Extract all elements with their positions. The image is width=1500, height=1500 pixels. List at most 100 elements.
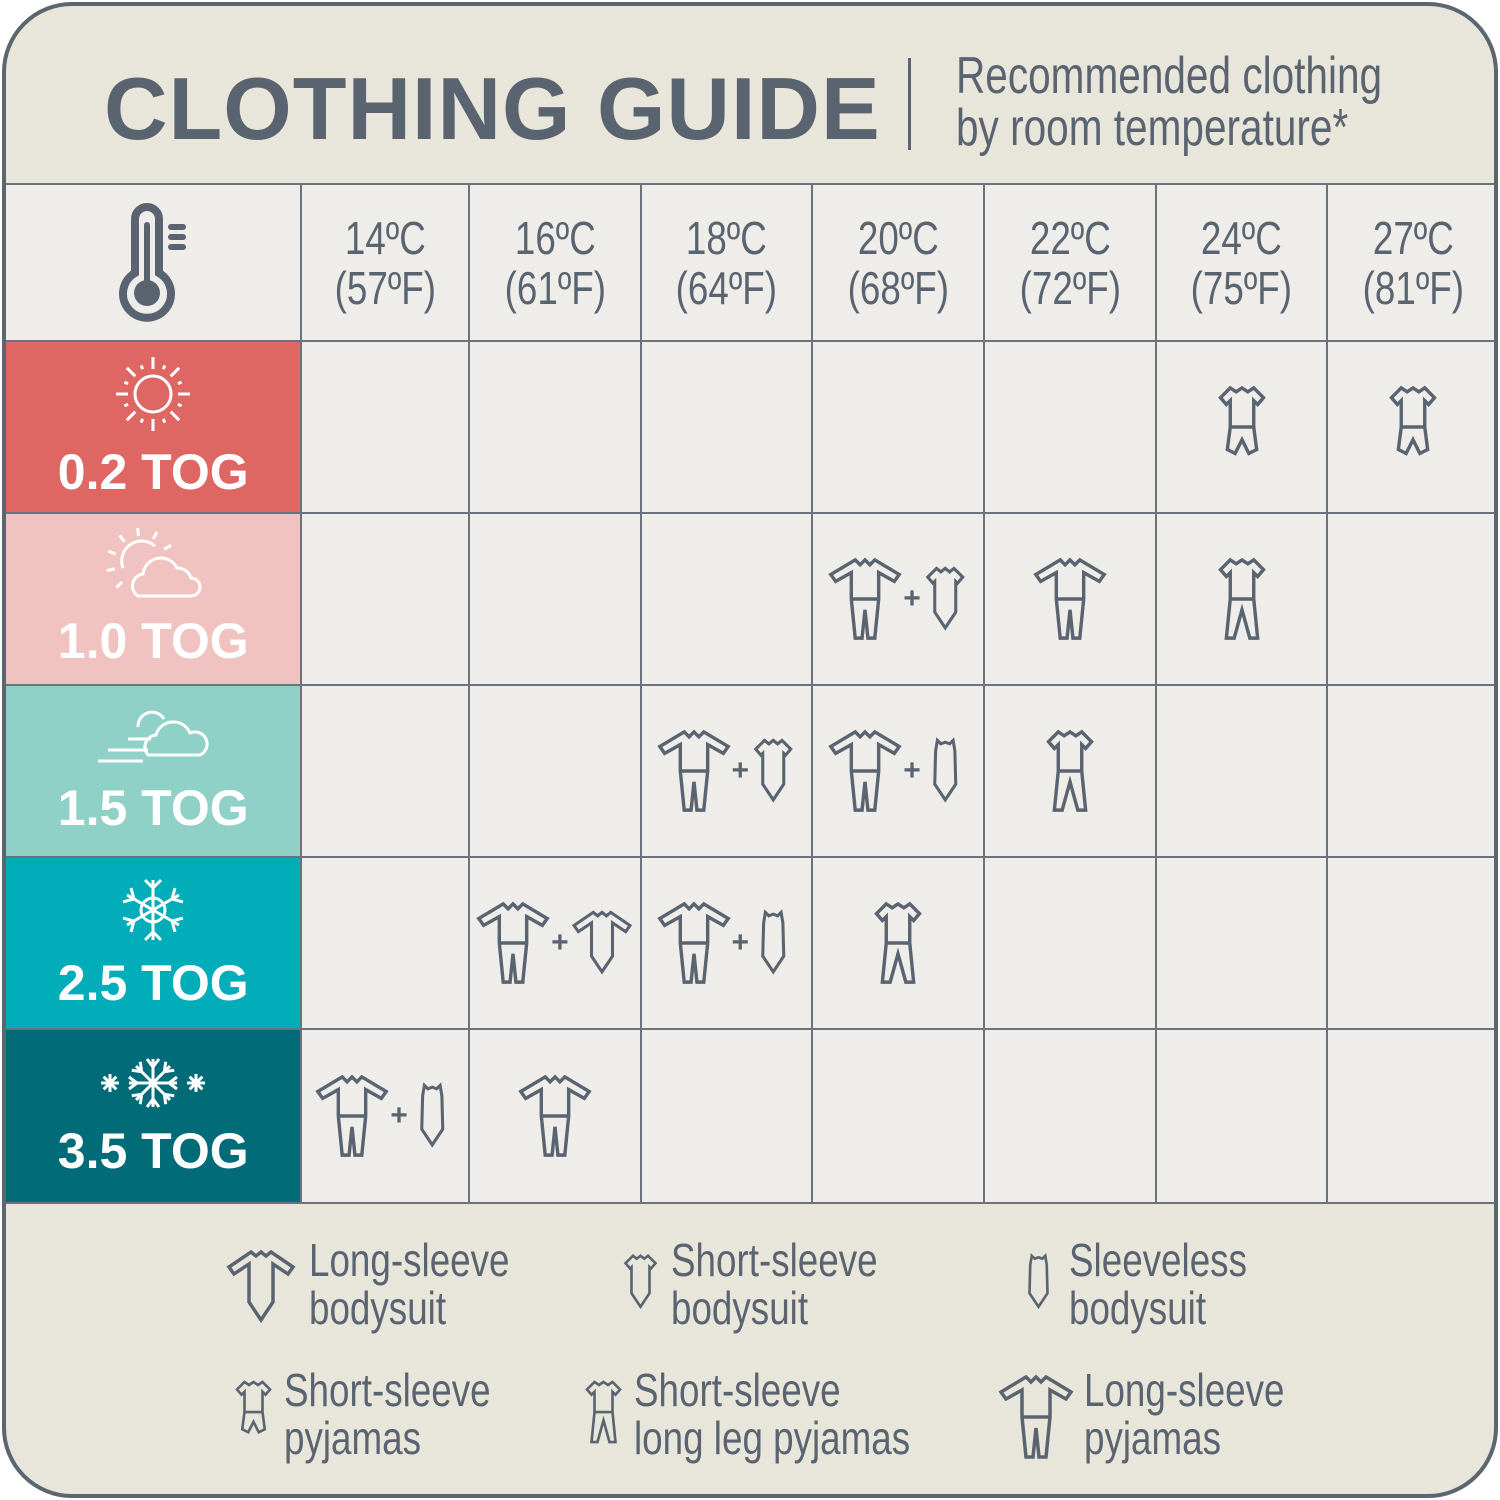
snowflakes-icon bbox=[98, 1053, 208, 1118]
ls-pyjamas-icon bbox=[518, 1075, 591, 1157]
legend-line-1: Short-sleeve bbox=[671, 1234, 878, 1286]
clothing-cell bbox=[639, 514, 812, 684]
fahrenheit: (57ºF) bbox=[334, 261, 436, 314]
title-divider bbox=[908, 58, 911, 150]
plus-sign: + bbox=[903, 582, 921, 615]
tog-row: 1.5 TOG + + bbox=[6, 686, 1494, 858]
temperature-header: 16ºC (61ºF) bbox=[468, 185, 640, 340]
clothing-cell: + bbox=[811, 686, 984, 856]
plus-sign: + bbox=[731, 754, 750, 787]
legend-line-2: bodysuit bbox=[1069, 1282, 1207, 1334]
clothing-cell: + bbox=[639, 858, 812, 1028]
tog-label-cell: 0.2 TOG bbox=[6, 342, 301, 512]
clothing-cell bbox=[1326, 858, 1494, 1028]
sun-cloud-icon bbox=[103, 528, 203, 608]
legend-item: Short-sleeve pyjamas bbox=[231, 1366, 542, 1462]
sun-icon bbox=[113, 354, 193, 439]
clothing-cell bbox=[983, 1030, 1155, 1202]
clothing-cell bbox=[468, 686, 640, 856]
temperature-header: 18ºC (64ºF) bbox=[639, 185, 812, 340]
legend-item: Short-sleeve long leg pyjamas bbox=[581, 1366, 979, 1462]
clothing-cell bbox=[468, 1030, 640, 1202]
clothing-cell bbox=[300, 514, 469, 684]
tog-label: 1.0 TOG bbox=[57, 613, 249, 669]
temperature-header: 24ºC (75ºF) bbox=[1154, 185, 1327, 340]
sleeveless-bodysuit-icon bbox=[1028, 1254, 1049, 1309]
tog-label: 2.5 TOG bbox=[57, 954, 249, 1011]
ss-bodysuit-icon bbox=[754, 738, 793, 802]
clothing-cell bbox=[1154, 686, 1327, 856]
ls-pyjamas-icon bbox=[829, 558, 902, 640]
clothing-cell bbox=[1154, 342, 1327, 512]
clothing-cell: + bbox=[300, 1030, 469, 1202]
fahrenheit: (68ºF) bbox=[847, 261, 949, 314]
ss-pyjamas-icon bbox=[235, 1380, 272, 1434]
tog-row: 0.2 TOG bbox=[6, 342, 1494, 514]
tog-row: 2.5 TOG + + bbox=[6, 858, 1494, 1030]
clothing-cell bbox=[300, 342, 469, 512]
ss-longleg-pyjamas-icon bbox=[874, 902, 922, 984]
legend-line-2: pyjamas bbox=[1084, 1412, 1222, 1464]
tog-label-cell: 1.0 TOG bbox=[6, 514, 301, 684]
clothing-cell bbox=[468, 514, 640, 684]
celsius: 16ºC bbox=[514, 211, 596, 264]
temperature-label: 16ºC (61ºF) bbox=[504, 213, 605, 313]
celsius: 24ºC bbox=[1201, 211, 1282, 264]
tog-label-cell: 2.5 TOG bbox=[6, 858, 301, 1028]
legend-text: Short-sleeve pyjamas bbox=[284, 1366, 542, 1462]
tog-label-cell: 1.5 TOG bbox=[6, 686, 301, 856]
celsius: 20ºC bbox=[857, 211, 939, 264]
tog-label-cell: 3.5 TOG bbox=[6, 1030, 301, 1202]
ls-pyjamas-icon bbox=[316, 1075, 389, 1157]
ls-bodysuit-icon bbox=[227, 1250, 295, 1322]
tog-label: 1.5 TOG bbox=[57, 780, 249, 836]
celsius: 14ºC bbox=[344, 211, 426, 264]
plus-sign: + bbox=[551, 926, 569, 959]
snowflake-icon bbox=[118, 875, 188, 950]
clothing-cell bbox=[468, 342, 640, 512]
temperature-label: 22ºC (72ºF) bbox=[1019, 213, 1120, 313]
ss-longleg-pyjamas-icon bbox=[1046, 730, 1094, 812]
clothing-cell bbox=[811, 1030, 984, 1202]
legend-item: Long-sleeve bodysuit bbox=[221, 1236, 560, 1337]
ls-pyjamas-icon bbox=[1033, 558, 1106, 640]
temperature-label: 20ºC (68ºF) bbox=[848, 213, 949, 313]
temperature-header: 14ºC (57ºF) bbox=[300, 185, 469, 340]
plus-sign: + bbox=[390, 1099, 408, 1132]
legend-text: Sleeveless bodysuit bbox=[1069, 1236, 1291, 1332]
temperature-label: 27ºC (81ºF) bbox=[1362, 213, 1463, 313]
clothing-cell bbox=[639, 1030, 812, 1202]
clothing-cell bbox=[1326, 342, 1494, 512]
plus-sign: + bbox=[731, 926, 750, 959]
sleeveless-bodysuit-icon bbox=[761, 910, 786, 974]
ls-pyjamas-icon bbox=[657, 730, 730, 812]
clothing-cell: + bbox=[468, 858, 640, 1028]
legend-line-1: Short-sleeve bbox=[634, 1364, 841, 1416]
legend-text: Long-sleeve bodysuit bbox=[309, 1236, 560, 1332]
legend-item: Sleeveless bodysuit bbox=[1016, 1236, 1291, 1332]
ls-pyjamas-icon bbox=[999, 1375, 1073, 1459]
wind-cloud-icon bbox=[93, 705, 213, 775]
ss-longleg-pyjamas-icon bbox=[585, 1380, 622, 1444]
clothing-cell bbox=[811, 858, 984, 1028]
ss-bodysuit-icon bbox=[624, 1254, 657, 1309]
temperature-label: 14ºC (57ºF) bbox=[335, 213, 436, 313]
legend-item: Short-sleeve bodysuit bbox=[618, 1236, 929, 1332]
clothing-cell bbox=[983, 858, 1155, 1028]
sleeveless-bodysuit-icon bbox=[419, 1083, 445, 1147]
celsius: 22ºC bbox=[1029, 211, 1111, 264]
legend-line-1: Long-sleeve bbox=[309, 1234, 510, 1286]
legend-line-2: pyjamas bbox=[284, 1412, 422, 1464]
temperature-header: 22ºC (72ºF) bbox=[983, 185, 1155, 340]
ls-pyjamas-icon bbox=[829, 730, 902, 812]
clothing-cell bbox=[1326, 686, 1494, 856]
ls-pyjamas-icon bbox=[657, 902, 730, 984]
clothing-cell bbox=[1154, 514, 1327, 684]
ls-bodysuit-icon bbox=[572, 910, 632, 974]
celsius: 27ºC bbox=[1372, 211, 1454, 264]
ss-longleg-pyjamas-icon bbox=[1218, 558, 1265, 640]
thermometer-cell bbox=[6, 185, 301, 340]
legend-text: Long-sleeve pyjamas bbox=[1084, 1366, 1335, 1462]
legend-line-2: bodysuit bbox=[309, 1282, 447, 1334]
